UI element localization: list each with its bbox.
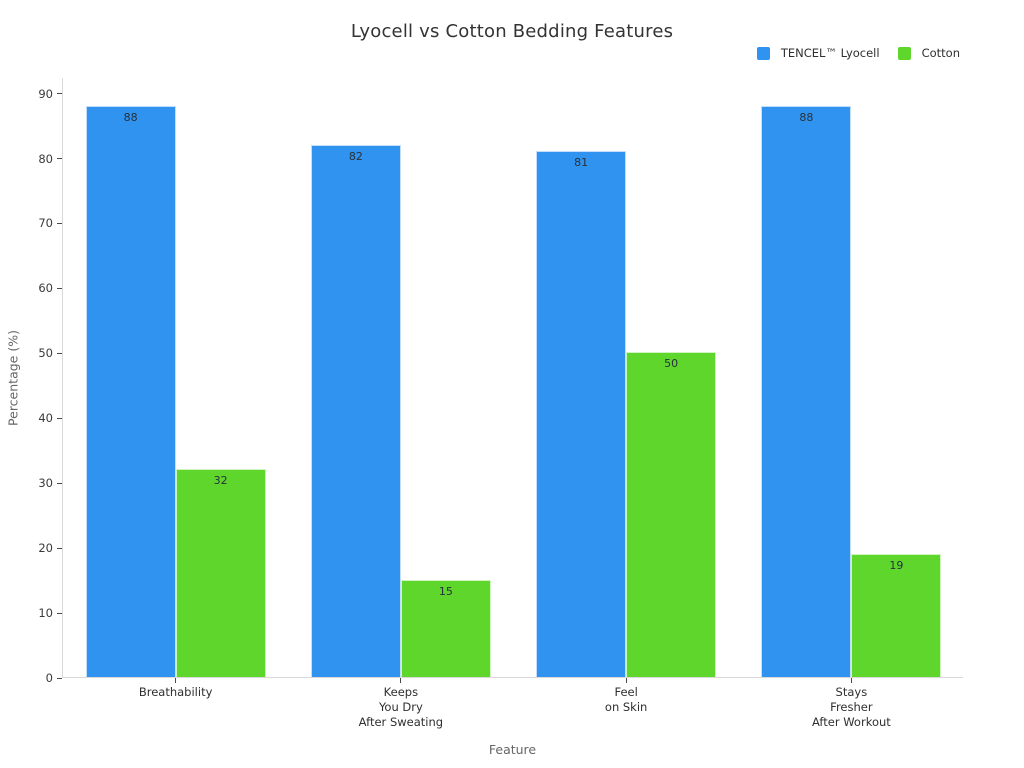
- chart-title: Lyocell vs Cotton Bedding Features: [350, 21, 674, 42]
- legend-swatch-cotton-icon: [897, 46, 911, 60]
- legend-swatch-lyocell-icon: [756, 46, 770, 60]
- x-axis-title: Feature: [488, 742, 537, 757]
- bar-cotton: 19: [851, 553, 942, 677]
- y-tick-mark: [57, 677, 62, 679]
- y-tick-mark: [57, 352, 62, 354]
- bar-cotton: 15: [400, 579, 491, 677]
- bar-lyocell: 81: [536, 151, 627, 677]
- y-tick-mark: [57, 547, 62, 549]
- y-tick-mark: [57, 612, 62, 614]
- bar-value-label: 81: [574, 156, 589, 170]
- y-tick-label: 40: [38, 411, 53, 426]
- x-tick-label: Stays Fresher After Workout: [811, 685, 891, 729]
- bar-lyocell: 88: [85, 105, 176, 677]
- bar-value-label: 32: [213, 474, 228, 488]
- bar-value-label: 15: [438, 584, 453, 598]
- bar-value-label: 19: [889, 558, 904, 572]
- y-tick-label: 10: [38, 606, 53, 621]
- legend: TENCEL™ Lyocell Cotton: [756, 46, 960, 60]
- y-tick-label: 0: [45, 671, 53, 685]
- y-tick-mark: [57, 93, 62, 95]
- x-tick-mark: [625, 678, 627, 683]
- y-tick-label: 80: [38, 151, 53, 166]
- y-axis-title: Percentage (%): [5, 330, 21, 426]
- bar-value-label: 88: [799, 110, 814, 124]
- bar-lyocell: 88: [761, 105, 852, 677]
- y-tick-label: 50: [38, 346, 53, 361]
- plot-area: 0 10 20 30 40 50 60 70 80 90 88 32 Breathability 82 15…: [38, 78, 963, 729]
- x-tick-label: Breathability: [138, 685, 213, 699]
- x-tick-label: Keeps You Dry After Sweating: [358, 685, 444, 729]
- y-tick-mark: [57, 287, 62, 289]
- x-tick-mark: [175, 678, 177, 683]
- y-tick-mark: [57, 417, 62, 419]
- y-tick-label: 90: [38, 86, 53, 101]
- y-tick-mark: [57, 158, 62, 160]
- bar-cotton: 50: [626, 352, 717, 677]
- legend-item-cotton: Cotton: [897, 46, 960, 60]
- y-tick-label: 30: [38, 476, 53, 491]
- x-tick-mark: [850, 678, 852, 683]
- legend-label-cotton: Cotton: [921, 46, 960, 60]
- y-tick-mark: [57, 222, 62, 224]
- x-tick-mark: [400, 678, 402, 683]
- legend-item-lyocell: TENCEL™ Lyocell: [756, 46, 880, 60]
- y-tick-label: 60: [38, 281, 53, 296]
- bar-lyocell: 82: [310, 144, 401, 677]
- bar-value-label: 82: [348, 149, 363, 163]
- bar-value-label: 88: [123, 110, 138, 124]
- y-tick-mark: [57, 482, 62, 484]
- legend-label-lyocell: TENCEL™ Lyocell: [780, 46, 880, 60]
- bar-value-label: 50: [664, 357, 679, 371]
- bar-cotton: 32: [175, 469, 266, 677]
- y-tick-label: 20: [38, 541, 53, 556]
- x-tick-label: Feel on Skin: [604, 685, 648, 714]
- y-tick-label: 70: [38, 216, 53, 231]
